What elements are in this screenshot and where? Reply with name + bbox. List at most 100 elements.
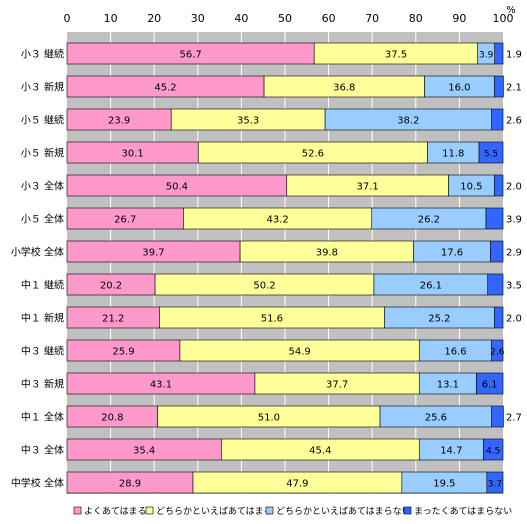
data-label: 11.8 <box>442 149 464 160</box>
x-tick-label: 50 <box>278 12 292 25</box>
bar-segment <box>483 438 504 461</box>
bar-segment <box>493 306 504 329</box>
legend-label: どちらかといえばあてはまらない <box>276 506 411 517</box>
data-label: 51.0 <box>258 413 280 424</box>
data-label: 21.2 <box>102 314 124 325</box>
data-label: 25.9 <box>112 347 134 358</box>
x-tick-label: 100 <box>493 12 514 25</box>
x-tick-label: 20 <box>147 12 161 25</box>
data-label: 54.9 <box>288 347 310 358</box>
data-label: 2.6 <box>490 348 505 358</box>
data-label: 26.2 <box>418 215 440 226</box>
data-label: 16.6 <box>444 347 466 358</box>
data-label: 45.4 <box>309 446 331 457</box>
category-label: 小学校 全体 <box>11 246 64 259</box>
category-label: 中３ 新規 <box>21 378 64 391</box>
category-label: 小５ 継続 <box>21 114 64 127</box>
data-label: 26.7 <box>114 215 136 226</box>
bar-segment <box>494 42 504 65</box>
bar-segment <box>493 75 504 98</box>
data-label: 2.9 <box>506 248 522 259</box>
category-label: 小３ 新規 <box>21 81 64 94</box>
category-label: 中１ 全体 <box>21 411 64 424</box>
data-label: 20.2 <box>100 281 122 292</box>
data-label: 19.5 <box>433 479 455 490</box>
x-tick-label: 90 <box>452 12 466 25</box>
category-label: 小５ 全体 <box>21 213 64 226</box>
data-label: 1.9 <box>506 50 522 61</box>
legend-item: どちらかといえばあてはまる <box>145 506 273 517</box>
data-label: 39.7 <box>142 248 164 259</box>
data-label: 2.6 <box>506 116 522 127</box>
bar-segment <box>485 207 504 230</box>
legend-label: まったくあてはまらない <box>414 506 512 517</box>
bar-segment <box>486 471 504 494</box>
x-tick-label: 40 <box>234 12 248 25</box>
data-label: 25.2 <box>428 314 450 325</box>
data-label: 25.6 <box>425 413 447 424</box>
legend-item: まったくあてはまらない <box>403 506 512 517</box>
bar-segment <box>491 405 504 428</box>
category-label: 中３ 全体 <box>21 444 64 457</box>
x-tick-label: 60 <box>322 12 336 25</box>
data-label: 16.0 <box>448 83 470 94</box>
data-label: 38.2 <box>397 116 419 127</box>
data-label: 37.1 <box>356 182 378 193</box>
category-label: 小５ 新規 <box>21 147 64 160</box>
x-tick-label: 70 <box>365 12 379 25</box>
data-label: 45.2 <box>154 83 176 94</box>
legend-label: よくあてはまる <box>84 506 147 517</box>
category-label: 中１ 新規 <box>21 312 64 325</box>
data-label: 39.8 <box>316 248 338 259</box>
bar-segment <box>478 141 504 164</box>
category-label: 中１ 継続 <box>21 279 64 292</box>
legend-item: よくあてはまる <box>73 506 147 517</box>
data-label: 51.6 <box>261 314 283 325</box>
data-label: 2.7 <box>506 413 522 424</box>
data-label: 26.1 <box>420 281 442 292</box>
x-axis-tick-labels: 0 10 20 30 40 50 60 70 80 90 100 <box>64 12 514 25</box>
data-label: 43.1 <box>150 380 172 391</box>
x-tick-label: 0 <box>64 12 71 25</box>
data-label: 50.2 <box>253 281 275 292</box>
category-label: 小３ 全体 <box>21 180 64 193</box>
data-label: 2.0 <box>506 314 522 325</box>
legend: よくあてはまる どちらかといえばあてはまる どちらかといえばあてはまらない まったくあ… <box>73 506 512 517</box>
data-label: 30.1 <box>121 149 143 160</box>
data-label: 10.5 <box>460 182 482 193</box>
category-label: 中３ 継続 <box>21 345 64 358</box>
data-label: 28.9 <box>119 479 141 490</box>
data-label: 4.5 <box>486 447 500 457</box>
x-tick-label: 80 <box>409 12 423 25</box>
data-label: 3.5 <box>506 281 522 292</box>
legend-swatch <box>265 506 274 515</box>
x-tick-label: 10 <box>104 12 118 25</box>
data-label: 2.0 <box>506 182 522 193</box>
legend-item: どちらかといえばあてはまらない <box>265 506 411 517</box>
bar-segment <box>487 273 504 296</box>
data-label: 37.5 <box>385 50 407 61</box>
data-label: 35.3 <box>237 116 259 127</box>
data-label: 6.1 <box>482 380 498 391</box>
bar-segment <box>490 240 504 263</box>
legend-swatch <box>73 506 82 515</box>
legend-swatch <box>403 506 412 515</box>
data-label: 2.1 <box>506 83 522 94</box>
data-label: 52.6 <box>302 149 324 160</box>
category-label: 中学校 全体 <box>11 477 64 490</box>
bar-segment <box>493 174 504 197</box>
data-label: 13.1 <box>437 380 459 391</box>
legend-label: どちらかといえばあてはまる <box>156 506 273 517</box>
data-label: 37.7 <box>326 380 348 391</box>
data-label: 35.4 <box>133 446 155 457</box>
data-label: 14.7 <box>440 446 462 457</box>
data-label: 47.9 <box>286 479 308 490</box>
data-label: 43.2 <box>266 215 288 226</box>
bar-segment <box>476 372 504 395</box>
bar-segment <box>491 339 504 362</box>
data-label: 50.4 <box>166 182 188 193</box>
x-tick-label: 30 <box>191 12 205 25</box>
bar-segment <box>491 108 504 131</box>
